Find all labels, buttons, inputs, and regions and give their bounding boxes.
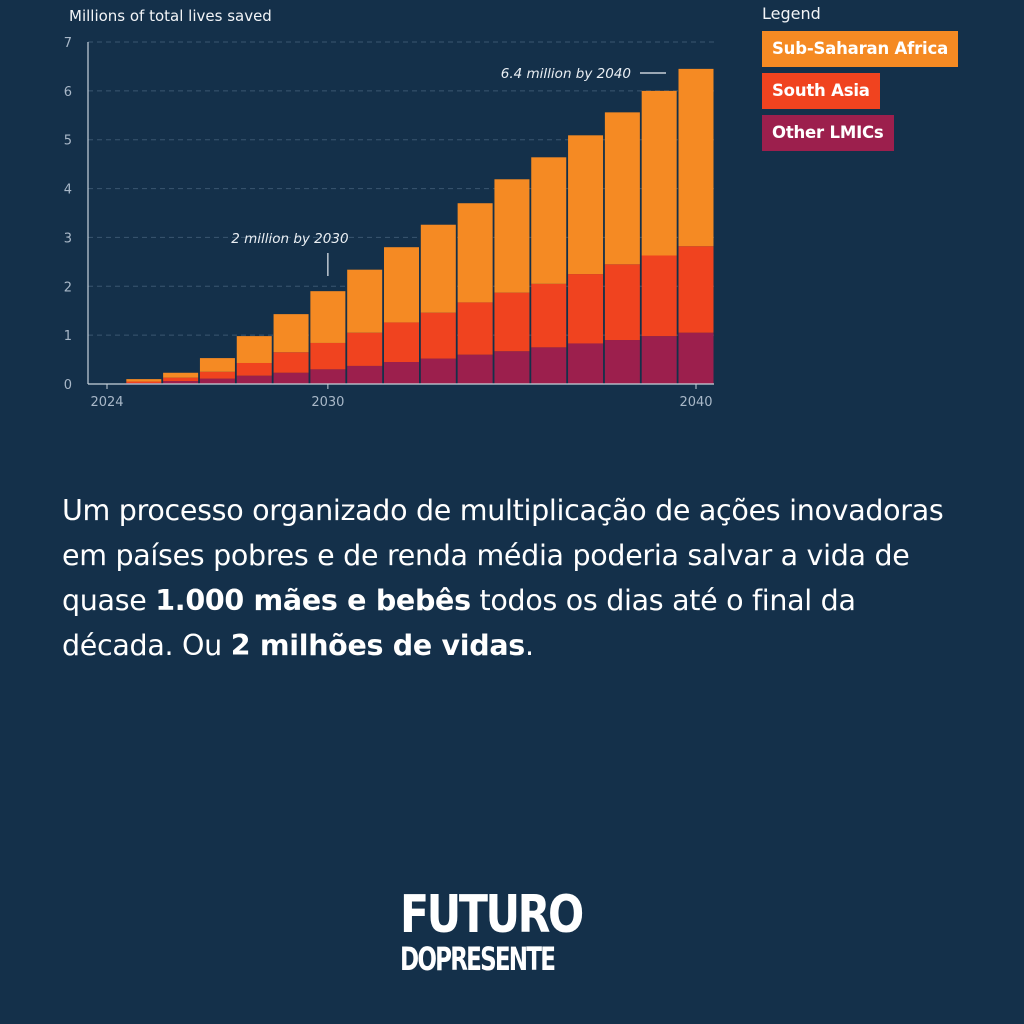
bars-group: [126, 68, 714, 384]
grid-lines: 0 1 2 3 4 5 6 7: [64, 36, 714, 393]
bar-other-lmics-2030: [310, 369, 346, 384]
annotations: 2 million by 2030 6.4 million by 2040: [231, 66, 666, 276]
bar-south-asia-2031: [347, 332, 383, 366]
bar-south-asia-2035: [494, 292, 530, 352]
bar-south-asia-2033: [420, 312, 456, 359]
bar-south-asia-2036: [531, 283, 567, 348]
bar-south-asia-2040: [678, 246, 714, 333]
y-tick-label: 5: [64, 134, 72, 149]
bar-other-lmics-2026: [163, 381, 199, 384]
bar-other-lmics-2031: [347, 365, 383, 384]
bar-other-lmics-2038: [604, 340, 640, 384]
brand-logo-line2: DOPRESENTE: [400, 940, 556, 978]
bar-south-asia-2032: [384, 322, 419, 363]
bar-other-lmics-2027: [199, 378, 235, 384]
y-tick-label: 0: [64, 378, 72, 393]
bar-other-lmics-2032: [384, 362, 419, 384]
body-paragraph: Um processo organizado de multiplicação …: [62, 488, 972, 668]
bar-sub-saharan-africa-2027: [199, 358, 235, 372]
bar-other-lmics-2033: [420, 358, 456, 384]
y-tick-label: 1: [64, 329, 72, 344]
body-text-part3: .: [524, 629, 534, 662]
bar-other-lmics-2035: [494, 351, 530, 384]
bar-sub-saharan-africa-2035: [494, 179, 530, 293]
annotation-2040-label: 6.4 million by 2040: [501, 66, 631, 82]
legend-item-south-asia: South Asia: [762, 73, 880, 109]
legend-title: Legend: [762, 4, 821, 23]
bar-sub-saharan-africa-2040: [678, 68, 714, 247]
bar-other-lmics-2040: [678, 332, 714, 384]
bar-sub-saharan-africa-2026: [163, 372, 199, 378]
bar-other-lmics-2029: [273, 372, 309, 384]
y-tick-label: 3: [64, 231, 72, 246]
bar-south-asia-2038: [604, 264, 640, 341]
y-tick-label: 7: [64, 36, 72, 51]
x-tick-label: 2024: [90, 395, 123, 410]
bar-sub-saharan-africa-2028: [236, 336, 272, 363]
body-text-part1: Um processo organizado de multiplicação …: [62, 494, 944, 617]
bar-south-asia-2029: [273, 352, 309, 373]
brand-logo-line1: FUTURO: [400, 885, 584, 945]
body-text-part2: todos os dias até o final da década. Ou: [62, 584, 856, 662]
bar-sub-saharan-africa-2039: [641, 90, 677, 256]
bar-sub-saharan-africa-2038: [604, 112, 640, 265]
bar-sub-saharan-africa-2030: [310, 291, 346, 343]
legend-item-sub-saharan-africa: Sub-Saharan Africa: [762, 31, 959, 67]
y-tick-label: 6: [64, 85, 72, 100]
bar-south-asia-2034: [457, 302, 493, 355]
annotation-2030-label: 2 million by 2030: [231, 231, 348, 247]
body-text-bold1: 1.000 mães e bebês: [155, 584, 471, 617]
bar-south-asia-2026: [163, 377, 199, 382]
y-tick-label: 4: [64, 183, 72, 198]
bar-sub-saharan-africa-2025: [126, 379, 162, 382]
body-text-bold2: 2 milhões de vidas: [230, 629, 526, 662]
stacked-bar-chart: Millions of total lives saved 0 1 2 3 4 5 6 7 2…: [64, 7, 714, 410]
legend: Legend Sub-Saharan Africa South Asia Oth…: [762, 4, 959, 157]
bar-south-asia-2030: [310, 342, 346, 370]
bar-sub-saharan-africa-2031: [347, 269, 383, 333]
bar-other-lmics-2039: [641, 336, 677, 384]
bar-south-asia-2027: [199, 371, 235, 379]
bar-south-asia-2028: [236, 362, 272, 376]
bar-sub-saharan-africa-2034: [457, 203, 493, 303]
bar-sub-saharan-africa-2032: [384, 247, 419, 323]
x-tick-label: 2030: [311, 395, 344, 410]
legend-item-other-lmics: Other LMICs: [762, 115, 894, 151]
bar-south-asia-2037: [568, 274, 604, 344]
x-tick-label: 2040: [679, 395, 712, 410]
bar-south-asia-2039: [641, 255, 677, 337]
bar-other-lmics-2037: [568, 343, 604, 384]
bar-other-lmics-2028: [236, 375, 272, 384]
bar-sub-saharan-africa-2033: [420, 224, 456, 313]
y-axis-title: Millions of total lives saved: [69, 7, 272, 25]
brand-logo: FUTURO DOPRESENTE: [400, 885, 584, 978]
bar-other-lmics-2036: [531, 347, 567, 384]
bar-sub-saharan-africa-2029: [273, 314, 309, 353]
bar-south-asia-2025: [126, 381, 162, 384]
y-tick-label: 2: [64, 280, 72, 295]
bar-other-lmics-2034: [457, 354, 493, 384]
axes: 2024 2030 2040: [87, 42, 714, 410]
bar-sub-saharan-africa-2037: [568, 135, 604, 275]
bar-sub-saharan-africa-2036: [531, 157, 567, 284]
